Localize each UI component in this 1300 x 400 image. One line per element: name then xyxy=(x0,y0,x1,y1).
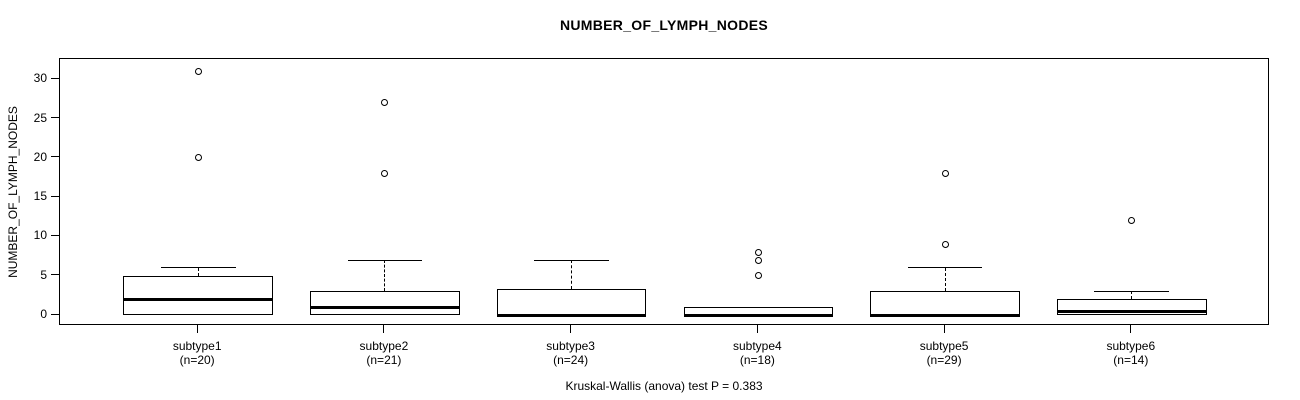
y-axis-tick-label: 0 xyxy=(40,307,47,321)
median-line xyxy=(310,305,460,309)
group-n-label: (n=24) xyxy=(553,353,589,367)
x-axis-tick-label: subtype3 (n=24) xyxy=(491,339,651,367)
y-axis-tick xyxy=(51,195,59,197)
y-axis-tick xyxy=(51,77,59,79)
group-label: subtype3 xyxy=(546,339,595,353)
iqr-box xyxy=(496,289,647,315)
upper-whisker-stem xyxy=(384,260,386,292)
chart-title: NUMBER_OF_LYMPH_NODES xyxy=(559,17,769,33)
group-label: subtype5 xyxy=(919,339,969,353)
median-line xyxy=(683,313,834,317)
median-line xyxy=(496,313,647,317)
outlier-point xyxy=(194,68,202,76)
stat-test-caption: Kruskal-Wallis (anova) test P = 0.383 xyxy=(565,379,763,393)
group-label: subtype1 xyxy=(172,339,222,353)
iqr-box xyxy=(123,275,273,315)
x-axis-tick-label: subtype2 (n=21) xyxy=(304,339,464,367)
y-axis-tick-label: 10 xyxy=(33,228,47,243)
upper-whisker-cap xyxy=(1094,290,1170,292)
upper-whisker-cap xyxy=(347,259,423,261)
outlier-point xyxy=(754,256,762,264)
x-axis-tick-label: subtype4 (n=18) xyxy=(677,339,837,367)
iqr-box xyxy=(310,291,460,315)
group-n-label: (n=29) xyxy=(926,353,962,367)
y-axis-tick-label: 15 xyxy=(33,189,47,204)
x-axis-tick xyxy=(943,325,945,333)
y-axis-tick xyxy=(51,274,59,276)
group-n-label: (n=20) xyxy=(179,353,215,367)
iqr-box xyxy=(870,291,1020,315)
group-label: subtype6 xyxy=(1106,339,1156,353)
upper-whisker-cap xyxy=(160,267,236,269)
x-axis-tick-label: subtype1 (n=20) xyxy=(117,339,277,367)
y-axis-tick xyxy=(51,156,59,158)
median-line xyxy=(1057,309,1207,313)
x-axis-tick xyxy=(570,325,572,333)
y-axis-tick xyxy=(51,234,59,236)
group-n-label: (n=21) xyxy=(366,353,402,367)
outlier-point xyxy=(754,248,762,256)
outlier-point xyxy=(381,170,389,178)
median-line xyxy=(870,313,1020,317)
upper-whisker-cap xyxy=(534,259,609,261)
group-n-label: (n=14) xyxy=(1113,353,1149,367)
upper-whisker-stem xyxy=(197,267,199,276)
y-axis-tick xyxy=(51,117,59,119)
x-axis-tick-label: subtype6 (n=14) xyxy=(1051,339,1211,367)
y-axis-tick-label: 5 xyxy=(40,267,47,282)
y-axis-tick xyxy=(51,313,59,315)
upper-whisker-cap xyxy=(907,267,983,269)
outlier-point xyxy=(941,170,949,178)
x-axis-tick-label: subtype5 (n=29) xyxy=(864,339,1024,367)
outlier-point xyxy=(1128,217,1136,225)
y-axis-tick-label: 30 xyxy=(33,71,47,86)
y-axis-tick-label: 25 xyxy=(33,110,47,125)
outlier-point xyxy=(381,99,389,107)
outlier-point xyxy=(941,240,949,248)
y-axis-tick-label: 20 xyxy=(33,149,47,164)
x-axis-tick xyxy=(1130,325,1132,333)
upper-whisker-stem xyxy=(1131,291,1133,300)
outlier-point xyxy=(754,272,762,280)
x-axis-tick xyxy=(383,325,385,333)
median-line xyxy=(123,297,273,301)
upper-whisker-stem xyxy=(571,260,573,290)
iqr-box xyxy=(1057,299,1207,315)
upper-whisker-stem xyxy=(944,267,946,292)
group-label: subtype2 xyxy=(359,339,409,353)
x-axis-tick xyxy=(756,325,758,333)
x-axis-tick xyxy=(196,325,198,333)
plot-area xyxy=(59,58,1269,325)
group-n-label: (n=18) xyxy=(739,353,775,367)
outlier-point xyxy=(194,154,202,162)
group-label: subtype4 xyxy=(733,339,782,353)
